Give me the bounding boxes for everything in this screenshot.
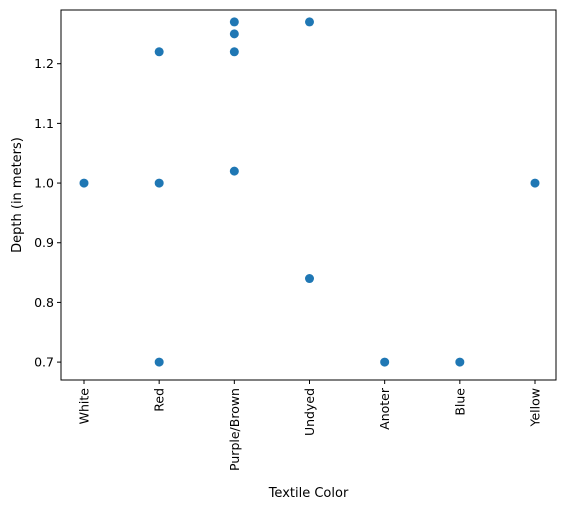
x-tick-label: Red bbox=[152, 388, 167, 412]
x-axis-label: Textile Color bbox=[268, 486, 349, 501]
data-point bbox=[229, 29, 239, 39]
x-tick-label: Anoter bbox=[377, 387, 392, 430]
data-point bbox=[305, 17, 314, 27]
data-point bbox=[455, 357, 465, 367]
x-tick-label: Yellow bbox=[528, 388, 543, 427]
data-points bbox=[79, 17, 540, 367]
y-tick-label: 0.9 bbox=[34, 235, 54, 250]
data-point bbox=[229, 166, 239, 176]
y-tick-label: 1.2 bbox=[34, 56, 54, 71]
data-point bbox=[530, 178, 540, 188]
data-point bbox=[79, 178, 89, 188]
data-point bbox=[305, 274, 314, 284]
x-tick-label: White bbox=[77, 388, 92, 425]
x-axis-ticks: White Red Purple/Brown Undyed Anoter Blue Yell… bbox=[77, 380, 543, 471]
y-axis-ticks: 0.7 0.8 0.9 1.0 1.1 1.2 bbox=[34, 56, 61, 370]
y-tick-label: 0.7 bbox=[34, 355, 54, 370]
data-point bbox=[229, 47, 239, 57]
y-tick-label: 0.8 bbox=[34, 295, 54, 310]
data-point bbox=[229, 17, 239, 27]
data-point bbox=[154, 357, 164, 367]
y-axis-label: Depth (in meters) bbox=[10, 137, 25, 253]
x-tick-label: Purple/Brown bbox=[227, 388, 242, 471]
plot-area-frame bbox=[60, 9, 557, 381]
y-tick-label: 1.1 bbox=[34, 116, 54, 131]
data-point bbox=[154, 47, 164, 57]
data-point bbox=[154, 178, 164, 188]
x-tick-label: Undyed bbox=[302, 388, 317, 436]
y-tick-label: 1.0 bbox=[34, 176, 54, 191]
x-tick-label: Blue bbox=[452, 388, 467, 416]
data-point bbox=[380, 357, 390, 367]
